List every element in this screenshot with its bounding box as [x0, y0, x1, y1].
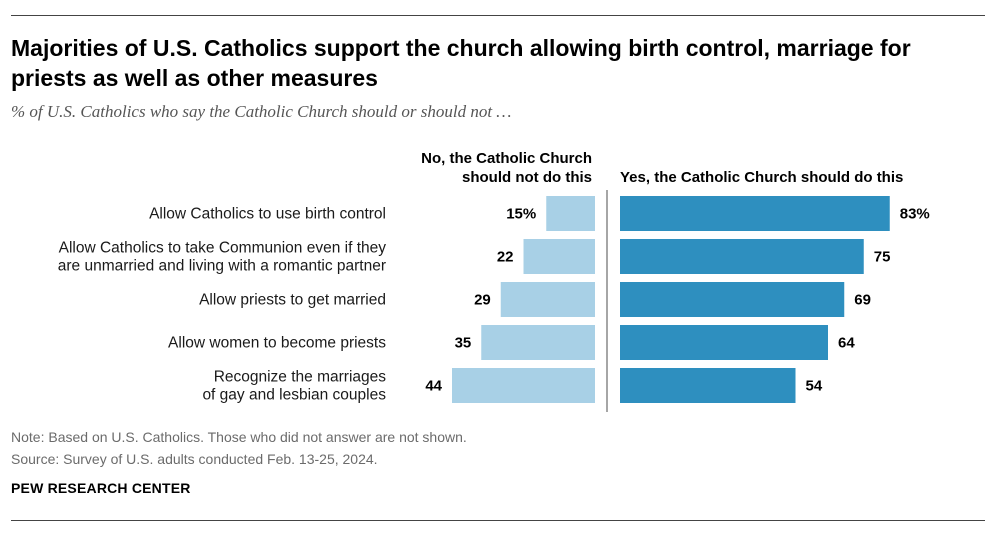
value-labels: 15% 83% 22 75 29 69 35 64 44 54 — [425, 206, 929, 395]
no-bar — [500, 282, 595, 317]
no-value-label: 29 — [474, 292, 491, 309]
diverging-bar-chart: No, the Catholic Church should not do thi… — [58, 150, 930, 412]
chart-title: Majorities of U.S. Catholics support the… — [11, 35, 911, 91]
bottom-rule — [11, 520, 985, 521]
no-bar — [546, 196, 595, 231]
source-line: Source: Survey of U.S. adults conducted … — [11, 451, 378, 467]
no-value-label: 22 — [497, 249, 514, 266]
no-column-header: should not do this — [462, 169, 592, 186]
no-value-label: 44 — [425, 378, 442, 395]
no-value-label: 15% — [506, 206, 536, 223]
yes-series-bars — [620, 196, 890, 403]
no-column-header: No, the Catholic Church — [421, 150, 592, 167]
yes-bar — [620, 368, 796, 403]
yes-value-label: 75 — [874, 249, 891, 266]
no-bar — [523, 239, 595, 274]
category-label: of gay and lesbian couples — [202, 387, 386, 404]
category-label: Allow Catholics to use birth control — [149, 206, 386, 223]
yes-value-label: 54 — [806, 378, 823, 395]
top-rule — [11, 15, 985, 16]
category-label: Allow priests to get married — [199, 292, 386, 309]
yes-bar — [620, 325, 828, 360]
yes-bar — [620, 282, 845, 317]
category-label: Allow women to become priests — [168, 335, 386, 352]
yes-value-label: 83% — [900, 206, 930, 223]
chart-subtitle: % of U.S. Catholics who say the Catholic… — [11, 102, 512, 121]
category-label: Recognize the marriages — [214, 369, 387, 386]
yes-bar — [620, 239, 864, 274]
brand-logo-text: PEW RESEARCH CENTER — [11, 480, 191, 496]
yes-value-label: 64 — [838, 335, 855, 352]
no-value-label: 35 — [455, 335, 472, 352]
category-labels: Allow Catholics to use birth control Allo… — [58, 206, 386, 404]
footnote: Note: Based on U.S. Catholics. Those who… — [11, 429, 467, 445]
column-headers: No, the Catholic Church should not do thi… — [421, 150, 903, 186]
no-series-bars — [452, 196, 595, 403]
yes-bar — [620, 196, 890, 231]
no-bar — [452, 368, 595, 403]
category-label: Allow Catholics to take Communion even i… — [59, 240, 387, 257]
yes-column-header: Yes, the Catholic Church should do this — [620, 169, 903, 186]
yes-value-label: 69 — [854, 292, 871, 309]
no-bar — [481, 325, 595, 360]
category-label: are unmarried and living with a romantic… — [58, 258, 386, 275]
